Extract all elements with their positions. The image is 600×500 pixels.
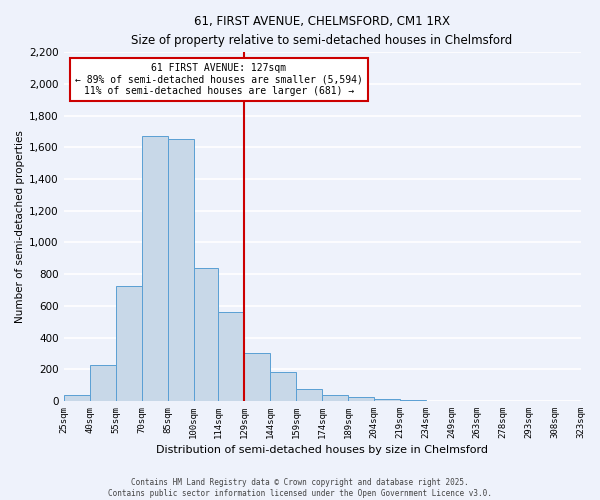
Bar bbox=[218, 312, 244, 401]
Bar bbox=[270, 372, 296, 401]
Text: 61 FIRST AVENUE: 127sqm
← 89% of semi-detached houses are smaller (5,594)
11% of: 61 FIRST AVENUE: 127sqm ← 89% of semi-de… bbox=[75, 63, 362, 96]
Y-axis label: Number of semi-detached properties: Number of semi-detached properties bbox=[15, 130, 25, 323]
Bar bbox=[348, 397, 374, 401]
Bar bbox=[168, 138, 194, 401]
Bar bbox=[374, 398, 400, 401]
Bar bbox=[64, 394, 89, 401]
Bar bbox=[116, 286, 142, 401]
Text: Contains HM Land Registry data © Crown copyright and database right 2025.
Contai: Contains HM Land Registry data © Crown c… bbox=[108, 478, 492, 498]
Bar bbox=[322, 396, 348, 401]
Bar bbox=[244, 354, 270, 401]
Bar bbox=[194, 268, 218, 401]
X-axis label: Distribution of semi-detached houses by size in Chelmsford: Distribution of semi-detached houses by … bbox=[156, 445, 488, 455]
Bar bbox=[142, 136, 168, 401]
Bar bbox=[89, 366, 116, 401]
Bar bbox=[296, 389, 322, 401]
Title: 61, FIRST AVENUE, CHELMSFORD, CM1 1RX
Size of property relative to semi-detached: 61, FIRST AVENUE, CHELMSFORD, CM1 1RX Si… bbox=[131, 15, 513, 47]
Bar bbox=[400, 400, 426, 401]
